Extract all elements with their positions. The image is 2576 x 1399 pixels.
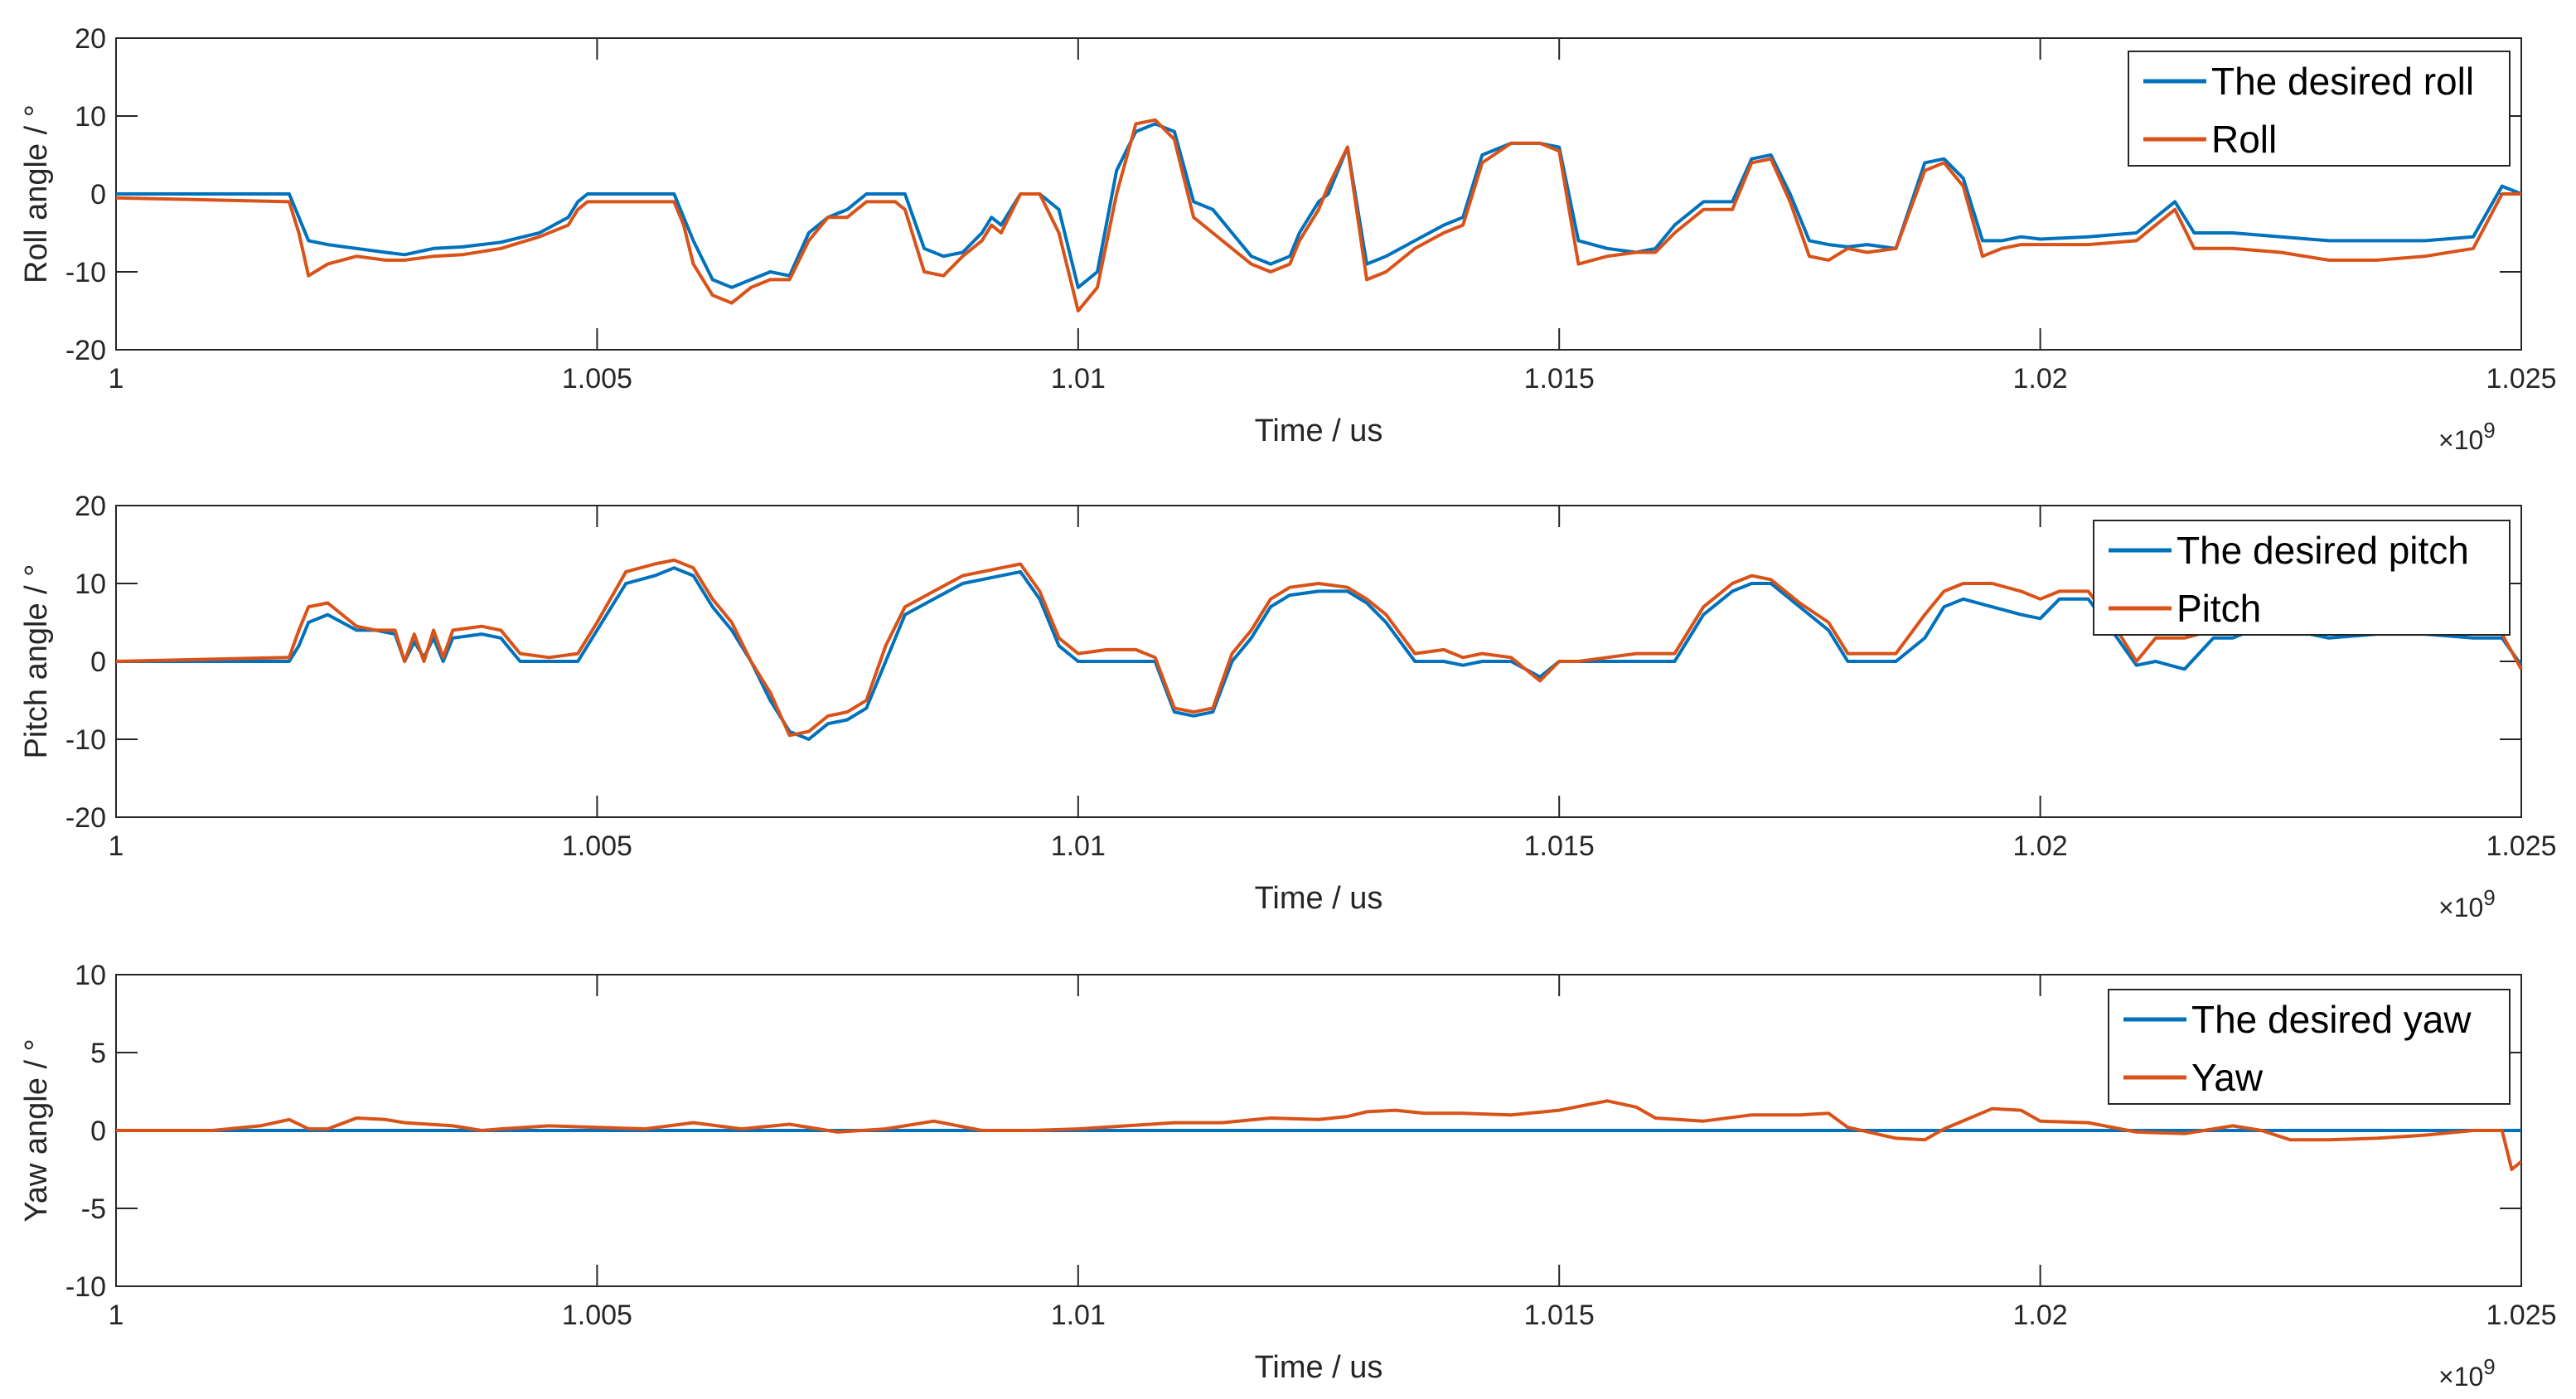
x-tick-label: 1.015 xyxy=(1524,1300,1595,1331)
legend-label-roll: Roll xyxy=(2211,118,2277,161)
series-layer-pitch xyxy=(115,558,2523,741)
panel-roll: 20 10 0 -10 -20 1 1.005 1.01 1.015 1.02 1.025 Rol… xyxy=(19,23,2557,455)
y-axis-label-pitch: Pitch angle / ° xyxy=(19,564,54,759)
panel-pitch: 20 10 0 -10 -20 1 1.005 1.01 1.015 1.02 1.025 Pit… xyxy=(19,491,2557,922)
legend-label-pitch: Pitch xyxy=(2177,587,2261,630)
x-ticks-roll: 1 1.005 1.01 1.015 1.02 1.025 xyxy=(109,38,2557,395)
y-tick-label: 10 xyxy=(75,101,106,133)
y-axis-label-yaw: Yaw angle / ° xyxy=(19,1038,54,1222)
x-axis-label-roll: Time / us xyxy=(1255,414,1383,448)
legend-box-pitch xyxy=(2093,520,2511,636)
y-tick-label: 0 xyxy=(90,1116,106,1147)
y-ticks-roll: 20 10 0 -10 -20 xyxy=(65,23,2521,366)
y-tick-label: -10 xyxy=(65,257,106,288)
x-tick-label: 1.015 xyxy=(1524,830,1595,862)
y-tick-label: -5 xyxy=(81,1193,106,1225)
x-exponent-base-pitch: ×10 xyxy=(2438,893,2483,922)
series-line-pitch xyxy=(115,558,2523,738)
x-tick-label: 1.005 xyxy=(562,1300,632,1331)
series-line-the-desired-pitch xyxy=(116,566,2523,741)
series-line-the-desired-roll xyxy=(116,122,2522,289)
y-tick-label: 20 xyxy=(75,23,106,55)
x-exponent-yaw: ×109 xyxy=(2438,1354,2496,1392)
x-tick-label: 1 xyxy=(109,1300,124,1331)
x-tick-label: 1.005 xyxy=(562,363,632,395)
legend-label-desired-roll: The desired roll xyxy=(2211,60,2474,103)
y-tick-label: 0 xyxy=(90,646,106,678)
x-exponent-power-yaw: 9 xyxy=(2483,1354,2495,1379)
x-tick-label: 1 xyxy=(109,830,124,862)
legend-box-yaw xyxy=(2108,989,2511,1105)
legend-box-roll xyxy=(2128,51,2511,167)
x-exponent-base-roll: ×10 xyxy=(2438,425,2483,455)
series-line-yaw xyxy=(116,1099,2523,1171)
series-layer-roll xyxy=(115,118,2522,312)
x-exponent-pitch: ×109 xyxy=(2438,885,2496,922)
plot-area-roll xyxy=(115,37,2522,351)
x-tick-label: 1.01 xyxy=(1051,830,1106,862)
x-tick-label: 1.02 xyxy=(2013,363,2068,395)
x-exponent-base-yaw: ×10 xyxy=(2438,1362,2483,1392)
y-tick-label: 0 xyxy=(90,179,106,211)
series-layer-yaw xyxy=(116,1099,2523,1171)
y-tick-label: 20 xyxy=(75,491,106,522)
x-tick-label: 1.01 xyxy=(1051,1300,1106,1331)
x-exponent-roll: ×109 xyxy=(2438,418,2496,455)
x-tick-label: 1.025 xyxy=(2486,363,2556,395)
x-tick-label: 1.025 xyxy=(2486,830,2556,862)
x-tick-label: 1.025 xyxy=(2486,1300,2556,1331)
x-ticks-yaw: 1 1.005 1.01 1.015 1.02 1.025 xyxy=(109,975,2557,1331)
x-tick-label: 1.015 xyxy=(1524,363,1595,395)
x-exponent-power-roll: 9 xyxy=(2483,418,2495,443)
y-ticks-pitch: 20 10 0 -10 -20 xyxy=(65,491,2521,834)
x-tick-label: 1.01 xyxy=(1051,363,1106,395)
y-tick-label: 5 xyxy=(90,1038,106,1069)
x-tick-label: 1 xyxy=(109,363,124,395)
y-tick-label: -20 xyxy=(65,335,106,366)
series-line-roll xyxy=(115,118,2521,312)
y-tick-label: 10 xyxy=(75,960,106,991)
x-ticks-pitch: 1 1.005 1.01 1.015 1.02 1.025 xyxy=(109,506,2557,862)
legend-yaw: The desired yaw Yaw xyxy=(2108,989,2511,1105)
legend-roll: The desired roll Roll xyxy=(2128,51,2511,167)
y-tick-label: -10 xyxy=(65,724,106,756)
legend-pitch: The desired pitch Pitch xyxy=(2093,520,2511,636)
y-axis-label-roll: Roll angle / ° xyxy=(19,104,54,283)
x-exponent-power-pitch: 9 xyxy=(2483,885,2495,910)
x-axis-label-pitch: Time / us xyxy=(1255,881,1383,916)
legend-label-desired-pitch: The desired pitch xyxy=(2177,529,2469,572)
x-tick-label: 1.005 xyxy=(562,830,632,862)
y-tick-label: -10 xyxy=(65,1271,106,1303)
x-axis-label-yaw: Time / us xyxy=(1255,1350,1383,1385)
x-tick-label: 1.02 xyxy=(2013,830,2068,862)
x-tick-label: 1.02 xyxy=(2013,1300,2068,1331)
y-tick-label: -20 xyxy=(65,802,106,834)
legend-label-desired-yaw: The desired yaw xyxy=(2191,998,2472,1041)
legend-label-yaw: Yaw xyxy=(2191,1056,2264,1099)
y-tick-label: 10 xyxy=(75,569,106,600)
panel-yaw: 10 5 0 -5 -10 1 1.005 1.01 1.015 1.02 1.025 Yaw a… xyxy=(19,960,2557,1392)
